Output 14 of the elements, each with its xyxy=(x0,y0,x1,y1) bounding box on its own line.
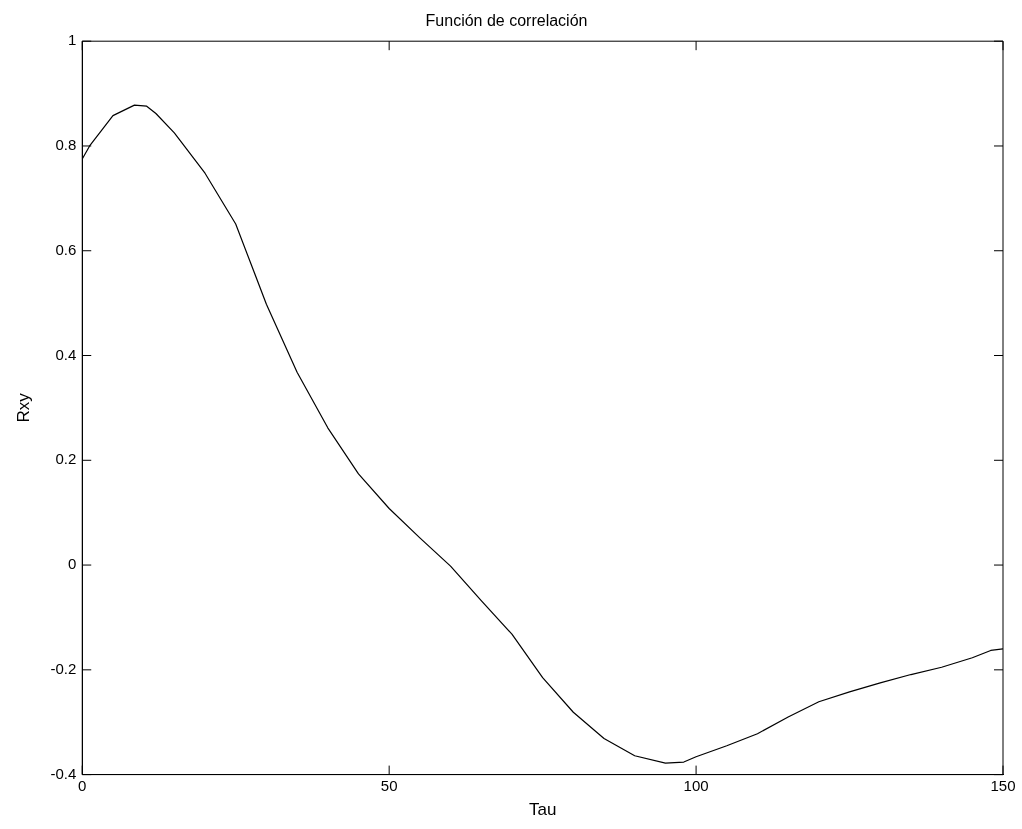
x-tick-label: 100 xyxy=(683,776,709,794)
chart-title: Función de correlación xyxy=(425,12,588,30)
y-tick-label: -0.2 xyxy=(50,659,77,677)
y-tick-label: 1 xyxy=(67,31,77,49)
x-tick-label: 50 xyxy=(380,776,398,794)
x-axis-title: Tau xyxy=(528,800,557,820)
y-tick-label: 0.4 xyxy=(55,345,77,363)
x-tick-label: 150 xyxy=(990,776,1016,794)
y-tick-label: 0.6 xyxy=(55,240,77,258)
y-tick-label: 0.2 xyxy=(55,450,77,468)
y-axis-title: Rxy xyxy=(13,392,33,423)
y-tick-label: 0 xyxy=(67,555,77,573)
y-tick-label: -0.4 xyxy=(50,764,77,782)
y-tick-label: 0.8 xyxy=(55,136,77,154)
